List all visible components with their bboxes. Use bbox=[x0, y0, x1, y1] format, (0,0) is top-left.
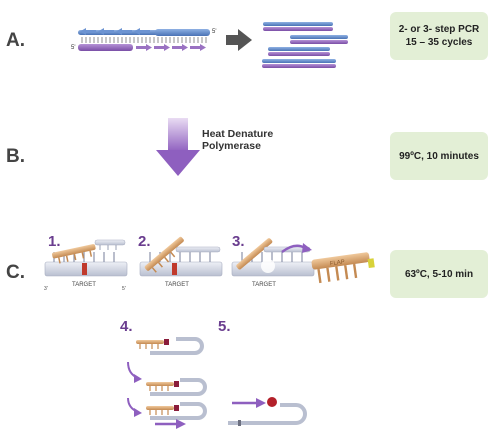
primer-block-top bbox=[155, 29, 210, 36]
step-number-5: 5. bbox=[218, 318, 231, 335]
primer-arrows-top bbox=[80, 28, 150, 35]
stage-letter-a: A. bbox=[6, 30, 25, 51]
flap-label: FLAP bbox=[330, 259, 346, 267]
step5-illustration bbox=[228, 397, 307, 426]
step-number-3: 3. bbox=[232, 233, 245, 250]
amplified-products bbox=[262, 22, 348, 68]
stage-letter-b: B. bbox=[6, 146, 25, 167]
released-flap: FLAP bbox=[311, 252, 375, 284]
condition-box-invader: 63ºC, 5-10 min bbox=[390, 250, 488, 298]
base-pairs-a bbox=[81, 37, 207, 43]
primer-block-bottom bbox=[78, 44, 133, 51]
step4-illustration bbox=[127, 337, 207, 429]
condition-denature: 99ºC, 10 minutes bbox=[399, 150, 479, 162]
step1-illustration: TARGET 3' 5' bbox=[44, 239, 128, 292]
target-label-2: TARGET bbox=[165, 282, 189, 288]
condition-pcr-cycles: 15 – 35 cycles bbox=[405, 37, 473, 48]
target-label-1: TARGET bbox=[72, 282, 96, 288]
primer-arrows-bottom bbox=[136, 44, 206, 51]
condition-box-pcr: 2- or 3- step PCR 15 – 35 cycles bbox=[390, 12, 488, 60]
amplify-arrow-icon bbox=[226, 29, 252, 51]
condition-box-denature: 99ºC, 10 minutes bbox=[390, 132, 488, 180]
step-number-4: 4. bbox=[120, 318, 133, 335]
heat-denature-label: Heat Denature Polymerase bbox=[202, 128, 273, 152]
stage-letter-c: C. bbox=[6, 262, 25, 283]
label-5prime-top: 5' bbox=[212, 29, 216, 35]
dna-duplex-a: 5' 5' bbox=[71, 28, 216, 51]
svg-text:3': 3' bbox=[44, 286, 48, 292]
step2-illustration: TARGET bbox=[139, 236, 223, 288]
label-5prime-bottom: 5' bbox=[71, 45, 75, 51]
step-number-1: 1. bbox=[48, 233, 61, 250]
step-number-2: 2. bbox=[138, 233, 151, 250]
condition-invader: 63ºC, 5-10 min bbox=[404, 268, 474, 280]
heat-label-line1: Heat Denature bbox=[202, 128, 274, 140]
step3-illustration: TARGET bbox=[231, 238, 315, 288]
condition-pcr-steps: 2- or 3- step PCR bbox=[398, 24, 480, 35]
svg-text:5': 5' bbox=[122, 286, 126, 292]
heat-denature-arrow-icon bbox=[156, 118, 200, 176]
target-label-3: TARGET bbox=[252, 282, 276, 288]
heat-label-line2: Polymerase bbox=[202, 140, 261, 152]
